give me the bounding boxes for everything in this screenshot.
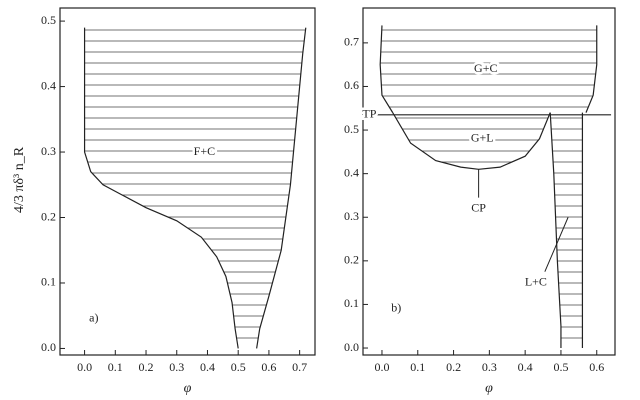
x-tick-label: 0.4 (518, 360, 533, 374)
y-tick-label: 0.6 (344, 78, 359, 92)
y-tick-label: 0.5 (344, 122, 359, 136)
annotation: TP (362, 107, 376, 121)
y-tick-label: 0.0 (344, 340, 359, 354)
x-tick-label: 0.0 (374, 360, 389, 374)
x-tick-label: 0.7 (292, 360, 307, 374)
annotation: a) (89, 311, 98, 325)
y-tick-label: 0.5 (41, 13, 56, 27)
y-tick-label: 0.0 (41, 340, 56, 354)
y-tick-label: 0.2 (41, 209, 56, 223)
y-tick-label: 0.4 (344, 165, 359, 179)
annotation: L+C (525, 274, 547, 288)
phase-boundary (83, 27, 239, 349)
annotation-pointer (544, 217, 569, 272)
x-axis-label: φ (184, 381, 192, 396)
annotation: G+L (471, 131, 494, 145)
x-tick-label: 0.3 (482, 360, 497, 374)
y-tick-label: 0.7 (344, 35, 359, 49)
y-axis-label: 4/3 πδ³ n_R (12, 146, 27, 213)
y-tick-label: 0.1 (41, 275, 56, 289)
plot-frame (59, 7, 316, 356)
annotation: CP (471, 200, 486, 214)
x-tick-label: 0.6 (589, 360, 604, 374)
x-tick-label: 0.0 (77, 360, 92, 374)
y-tick-label: 0.4 (41, 78, 56, 92)
x-tick-label: 0.2 (139, 360, 154, 374)
y-tick-label: 0.3 (344, 209, 359, 223)
annotation: G+C (474, 61, 497, 75)
x-tick-label: 0.5 (231, 360, 246, 374)
x-tick-label: 0.4 (200, 360, 215, 374)
y-tick-label: 0.1 (344, 296, 359, 310)
x-tick-label: 0.1 (108, 360, 123, 374)
phase-boundary (256, 27, 307, 349)
x-tick-label: 0.5 (553, 360, 568, 374)
x-axis-label: φ (485, 381, 493, 396)
x-tick-label: 0.3 (169, 360, 184, 374)
y-tick-label: 0.3 (41, 144, 56, 158)
phase-boundary (379, 25, 394, 113)
annotation: F+C (194, 144, 215, 158)
x-tick-label: 0.1 (410, 360, 425, 374)
phase-boundary (585, 25, 598, 113)
x-tick-label: 0.2 (446, 360, 461, 374)
x-tick-label: 0.6 (261, 360, 276, 374)
annotation: b) (391, 301, 401, 315)
y-tick-label: 0.2 (344, 253, 359, 267)
phase-boundary (549, 112, 562, 349)
